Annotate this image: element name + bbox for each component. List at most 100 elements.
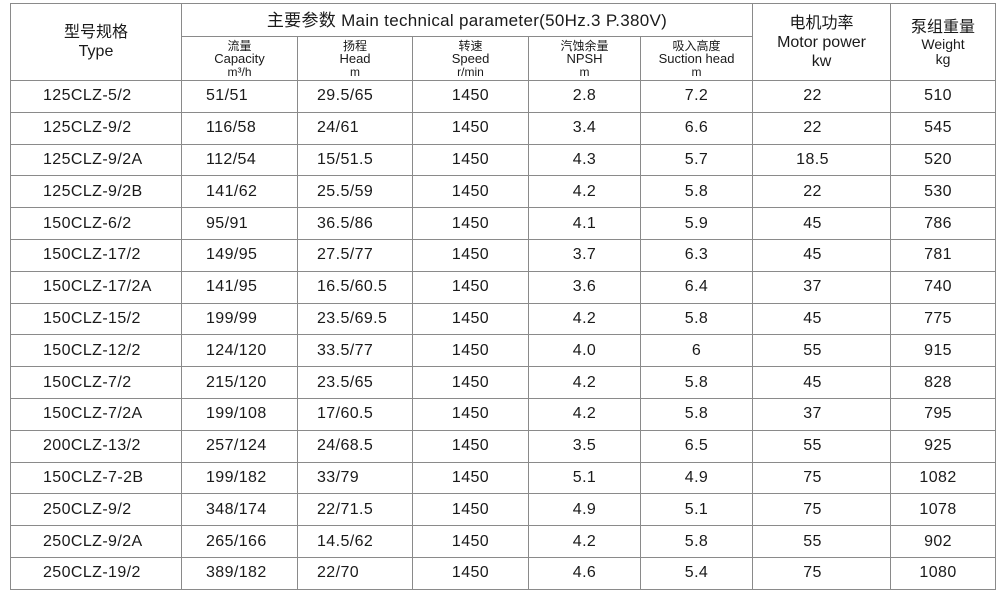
value-cell: 1450 xyxy=(412,334,529,368)
value-cell: 925 xyxy=(890,429,997,463)
value-cell: 1450 xyxy=(412,461,529,495)
value-cell: 740 xyxy=(890,270,997,304)
value-cell: 5.8 xyxy=(639,302,754,336)
value-cell: 29.5/65 xyxy=(297,80,413,113)
value-cell: 4.0 xyxy=(528,334,641,368)
value-cell: 4.9 xyxy=(639,461,754,495)
table-body: 125CLZ-5/2 51/51 29.5/65 1450 2.8 7.2 22 510 125… xyxy=(10,80,997,590)
table-header: 型号规格 Type 主要参数 Main technical parameter(… xyxy=(10,3,997,81)
value-cell: 199/182 xyxy=(181,461,298,495)
model-cell: 125CLZ-5/2 xyxy=(10,80,182,113)
table-row: 150CLZ-6/2 95/91 36.5/86 1450 4.1 5.9 45 786 xyxy=(10,207,997,240)
value-cell: 22 xyxy=(752,80,892,113)
value-cell: 112/54 xyxy=(181,143,298,177)
value-cell: 7.2 xyxy=(639,80,754,113)
header-en: Capacity xyxy=(214,50,265,66)
value-cell: 5.8 xyxy=(639,366,754,399)
value-cell: 828 xyxy=(890,366,997,399)
value-cell: 6.3 xyxy=(639,238,754,272)
value-cell: 1450 xyxy=(412,207,529,240)
value-cell: 55 xyxy=(752,429,892,463)
value-cell: 17/60.5 xyxy=(297,397,413,431)
value-cell: 1450 xyxy=(412,397,529,431)
value-cell: 1450 xyxy=(412,143,529,177)
value-cell: 199/99 xyxy=(181,302,298,336)
value-cell: 33/79 xyxy=(297,461,413,495)
value-cell: 33.5/77 xyxy=(297,334,413,368)
value-cell: 4.3 xyxy=(528,143,641,177)
value-cell: 1450 xyxy=(412,80,529,113)
table-row: 150CLZ-7/2 215/120 23.5/65 1450 4.2 5.8 45 828 xyxy=(10,366,997,399)
value-cell: 5.1 xyxy=(528,461,641,495)
value-cell: 389/182 xyxy=(181,556,298,590)
value-cell: 45 xyxy=(752,366,892,399)
value-cell: 6.4 xyxy=(639,270,754,304)
header-en: Speed xyxy=(451,50,490,66)
value-cell: 4.6 xyxy=(528,556,641,590)
value-cell: 37 xyxy=(752,397,892,431)
header-unit: kw xyxy=(811,52,832,70)
value-cell: 1450 xyxy=(412,429,529,463)
value-cell: 1450 xyxy=(412,302,529,336)
value-cell: 2.8 xyxy=(528,80,641,113)
power-header: 电机功率 Motor power kw xyxy=(752,3,892,81)
value-cell: 27.5/77 xyxy=(297,238,413,272)
value-cell: 510 xyxy=(890,80,997,113)
table-row: 125CLZ-9/2 116/58 24/61 1450 3.4 6.6 22 545 xyxy=(10,111,997,145)
value-cell: 24/61 xyxy=(297,111,413,145)
value-cell: 6.5 xyxy=(639,429,754,463)
header-zh: 泵组重量 xyxy=(911,18,976,36)
value-cell: 5.1 xyxy=(639,493,754,527)
sub-header-row: 流量 Capacity m³/h 扬程 Head m 转速 Speed r/min 汽蚀余量 NPS… xyxy=(11,36,996,81)
sub-header: 转速 Speed r/min xyxy=(412,36,529,81)
value-cell: 22/71.5 xyxy=(297,493,413,527)
value-cell: 75 xyxy=(752,556,892,590)
model-cell: 250CLZ-9/2 xyxy=(10,493,182,527)
header-en: Type xyxy=(78,43,114,60)
type-header: 型号规格 Type xyxy=(10,3,182,81)
main-header: 主要参数 Main technical parameter(50Hz.3 P.3… xyxy=(180,3,754,37)
value-cell: 265/166 xyxy=(181,525,298,558)
header-zh: 转速 xyxy=(458,38,483,53)
weight-header: 泵组重量 Weight kg xyxy=(890,3,997,81)
value-cell: 3.6 xyxy=(528,270,641,304)
value-cell: 4.2 xyxy=(528,366,641,399)
model-cell: 250CLZ-9/2A xyxy=(10,525,182,558)
table-row: 150CLZ-15/2 199/99 23.5/69.5 1450 4.2 5.8 45 77… xyxy=(10,302,997,336)
value-cell: 45 xyxy=(752,207,892,240)
value-cell: 6 xyxy=(639,334,754,368)
value-cell: 55 xyxy=(752,525,892,558)
value-cell: 4.2 xyxy=(528,525,641,558)
value-cell: 215/120 xyxy=(181,366,298,399)
header-zh: 流量 xyxy=(227,38,252,53)
header-zh: 扬程 xyxy=(342,38,367,53)
value-cell: 75 xyxy=(752,493,892,527)
value-cell: 520 xyxy=(890,143,997,177)
model-cell: 150CLZ-17/2A xyxy=(10,270,182,304)
value-cell: 95/91 xyxy=(181,207,298,240)
value-cell: 257/124 xyxy=(181,429,298,463)
header-unit: kg xyxy=(935,50,951,67)
value-cell: 5.8 xyxy=(639,525,754,558)
header-en: Head xyxy=(339,50,371,66)
value-cell: 781 xyxy=(890,238,997,272)
value-cell: 786 xyxy=(890,207,997,240)
value-cell: 16.5/60.5 xyxy=(297,270,413,304)
value-cell: 25.5/59 xyxy=(297,175,413,209)
value-cell: 795 xyxy=(890,397,997,431)
value-cell: 1078 xyxy=(890,493,997,527)
value-cell: 22/70 xyxy=(297,556,413,590)
value-cell: 3.4 xyxy=(528,111,641,145)
table-row: 125CLZ-5/2 51/51 29.5/65 1450 2.8 7.2 22 510 xyxy=(10,80,997,113)
value-cell: 116/58 xyxy=(181,111,298,145)
table-row: 150CLZ-7/2A 199/108 17/60.5 1450 4.2 5.8 37 795 xyxy=(10,397,997,431)
table-row: 250CLZ-9/2A 265/166 14.5/62 1450 4.2 5.8 55 902 xyxy=(10,525,997,558)
value-cell: 23.5/65 xyxy=(297,366,413,399)
model-cell: 150CLZ-15/2 xyxy=(10,302,182,336)
value-cell: 124/120 xyxy=(181,334,298,368)
table-row: 150CLZ-12/2 124/120 33.5/77 1450 4.0 6 55 915 xyxy=(10,334,997,368)
header-en: Suction head xyxy=(658,50,735,66)
header-zh: 汽蚀余量 xyxy=(560,38,609,53)
header-unit: m xyxy=(691,64,702,79)
sub-header: 流量 Capacity m³/h xyxy=(181,36,298,81)
